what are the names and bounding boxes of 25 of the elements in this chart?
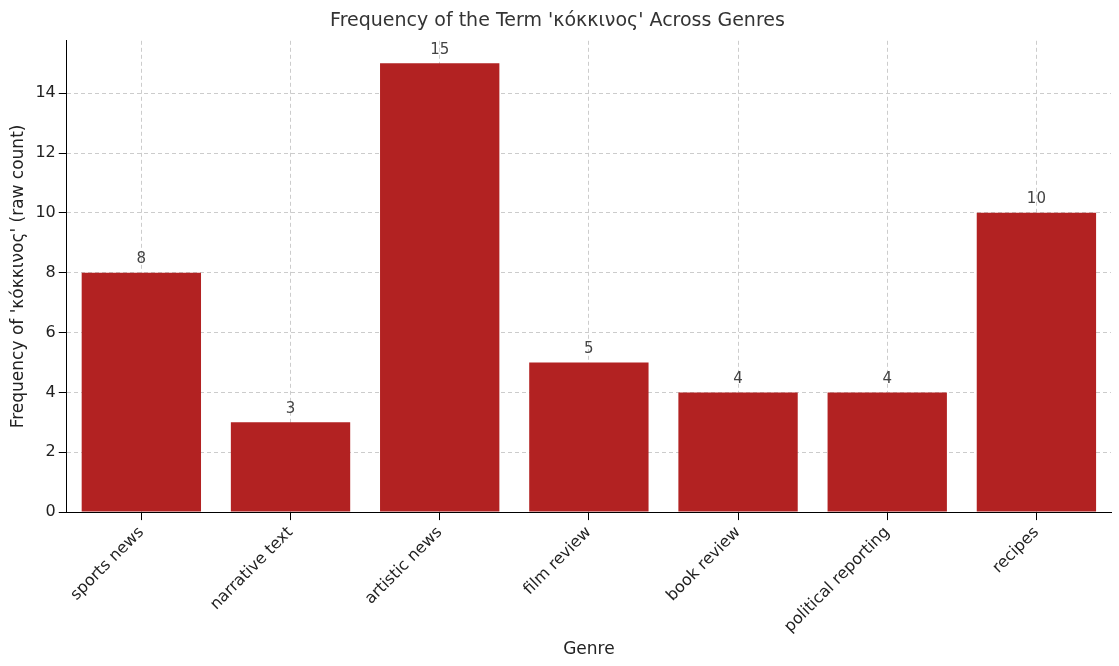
- y-tick-label: 2: [45, 441, 56, 461]
- bar: [529, 362, 649, 512]
- bar: [827, 392, 947, 512]
- data-label: 8: [136, 249, 147, 268]
- bar: [380, 63, 500, 512]
- data-label: 5: [584, 338, 594, 357]
- y-axis-title: Frequency of 'κόκκινος' (raw count): [6, 124, 27, 429]
- y-tick-label: 10: [35, 202, 56, 222]
- y-tick-label: 8: [45, 261, 56, 281]
- y-tick-label: 14: [35, 82, 56, 102]
- data-label: 15: [430, 39, 450, 58]
- y-tick-label: 4: [45, 381, 56, 401]
- y-tick-label: 12: [35, 142, 56, 162]
- data-label: 10: [1026, 189, 1046, 208]
- x-axis-title: Genre: [563, 638, 615, 659]
- data-label: 4: [882, 368, 893, 387]
- y-tick-label: 0: [45, 501, 56, 521]
- chart-title: Frequency of the Term 'κόκκινος' Across Genres: [330, 8, 785, 31]
- bar: [81, 272, 202, 512]
- data-label: 3: [285, 398, 296, 417]
- bar: [976, 212, 1097, 512]
- bar: [230, 422, 351, 512]
- data-label: 4: [733, 368, 743, 387]
- bar: [678, 392, 798, 512]
- y-tick-label: 6: [45, 321, 56, 341]
